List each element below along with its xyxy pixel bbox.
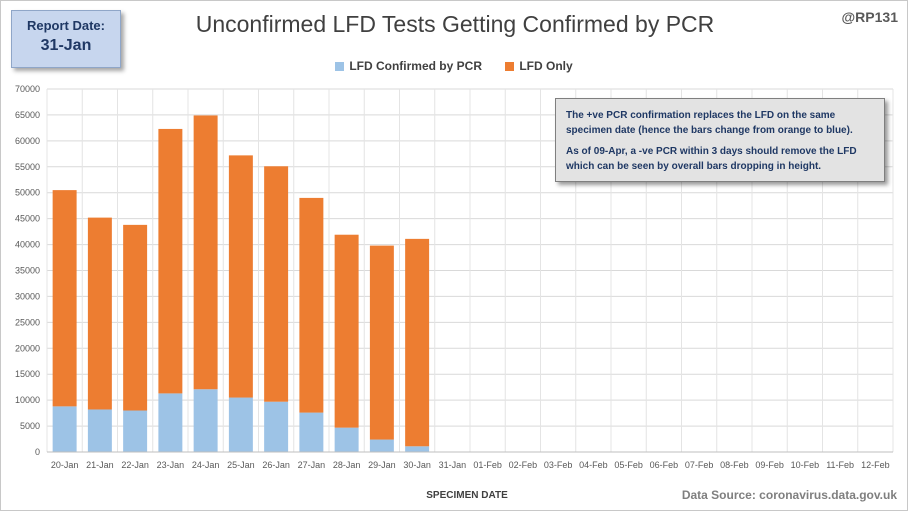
y-tick-label: 25000 bbox=[15, 317, 40, 327]
bar-lfd-only bbox=[369, 245, 394, 440]
bar-lfd-only bbox=[299, 197, 324, 413]
y-tick-label: 45000 bbox=[15, 214, 40, 224]
report-date-value: 31-Jan bbox=[40, 37, 92, 54]
x-tick-label: 05-Feb bbox=[614, 460, 643, 470]
bar-lfd-only bbox=[193, 115, 218, 390]
x-tick-label: 09-Feb bbox=[755, 460, 784, 470]
y-tick-label: 65000 bbox=[15, 110, 40, 120]
x-tick-label: 28-Jan bbox=[333, 460, 361, 470]
bar-confirmed bbox=[228, 397, 253, 452]
bar-confirmed bbox=[299, 412, 324, 452]
legend-item-lfd-only: LFD Only bbox=[505, 59, 573, 73]
y-tick-label: 70000 bbox=[15, 84, 40, 94]
bars bbox=[52, 115, 430, 452]
bar-lfd-only bbox=[158, 128, 183, 394]
annotation-line-1: The +ve PCR confirmation replaces the LF… bbox=[566, 110, 853, 136]
bar-confirmed bbox=[264, 401, 289, 452]
x-tick-label: 27-Jan bbox=[298, 460, 326, 470]
bar-lfd-only bbox=[264, 166, 289, 402]
bar-lfd-only bbox=[228, 155, 253, 398]
axes: 0 5000 10000 15000 20000 25000 30000 35000 40000… bbox=[15, 84, 893, 470]
y-tick-label: 40000 bbox=[15, 240, 40, 250]
x-tick-label: 24-Jan bbox=[192, 460, 220, 470]
y-tick-label: 60000 bbox=[15, 136, 40, 146]
legend-swatch-lfd-only bbox=[505, 61, 515, 71]
legend-label-confirmed: LFD Confirmed by PCR bbox=[349, 59, 482, 73]
x-axis-title: SPECIMEN DATE bbox=[426, 490, 508, 501]
data-source: Data Source: coronavirus.data.gov.uk bbox=[681, 488, 897, 502]
y-tick-label: 0 bbox=[35, 447, 40, 457]
x-tick-label: 29-Jan bbox=[368, 460, 396, 470]
report-date-box: Report Date: 31-Jan bbox=[11, 10, 121, 68]
x-tick-label: 12-Feb bbox=[861, 460, 890, 470]
x-tick-label: 31-Jan bbox=[439, 460, 467, 470]
x-tick-label: 23-Jan bbox=[157, 460, 185, 470]
bar-lfd-only bbox=[123, 224, 148, 411]
x-tick-label: 01-Feb bbox=[473, 460, 502, 470]
chart-title: Unconfirmed LFD Tests Getting Confirmed … bbox=[195, 11, 715, 37]
x-tick-label: 20-Jan bbox=[51, 460, 79, 470]
x-tick-label: 10-Feb bbox=[791, 460, 820, 470]
legend-label-lfd-only: LFD Only bbox=[519, 59, 573, 73]
legend-item-confirmed: LFD Confirmed by PCR bbox=[335, 59, 482, 73]
y-tick-label: 15000 bbox=[15, 369, 40, 379]
bar-confirmed bbox=[158, 393, 183, 452]
y-tick-label: 5000 bbox=[20, 421, 40, 431]
bar-lfd-only bbox=[334, 234, 359, 428]
bar-confirmed bbox=[193, 389, 218, 452]
y-tick-label: 10000 bbox=[15, 395, 40, 405]
x-tick-label: 26-Jan bbox=[262, 460, 290, 470]
bar-confirmed bbox=[87, 409, 112, 452]
x-tick-label: 30-Jan bbox=[403, 460, 431, 470]
x-tick-label: 21-Jan bbox=[86, 460, 114, 470]
bar-lfd-only bbox=[87, 217, 112, 410]
bar-confirmed bbox=[123, 410, 148, 452]
author-handle: @RP131 bbox=[841, 9, 898, 25]
y-tick-label: 20000 bbox=[15, 343, 40, 353]
bar-confirmed bbox=[405, 446, 430, 452]
x-tick-label: 02-Feb bbox=[509, 460, 538, 470]
x-tick-label: 08-Feb bbox=[720, 460, 749, 470]
x-tick-label: 22-Jan bbox=[121, 460, 149, 470]
y-tick-label: 30000 bbox=[15, 291, 40, 301]
x-tick-label: 04-Feb bbox=[579, 460, 608, 470]
x-tick-label: 06-Feb bbox=[650, 460, 679, 470]
y-tick-label: 35000 bbox=[15, 266, 40, 276]
bar-confirmed bbox=[369, 439, 394, 452]
bar-confirmed bbox=[334, 427, 359, 452]
bar-lfd-only bbox=[405, 238, 430, 447]
legend: LFD Confirmed by PCR LFD Only bbox=[0, 59, 908, 74]
annotation-line-2: As of 09-Apr, a -ve PCR within 3 days sh… bbox=[566, 146, 857, 172]
bar-lfd-only bbox=[52, 190, 77, 407]
bar-confirmed bbox=[52, 406, 77, 452]
report-date-label: Report Date: bbox=[26, 18, 105, 33]
annotation-box: The +ve PCR confirmation replaces the LF… bbox=[555, 98, 885, 182]
legend-swatch-confirmed bbox=[335, 61, 345, 71]
x-tick-label: 11-Feb bbox=[826, 460, 854, 470]
y-tick-label: 55000 bbox=[15, 162, 40, 172]
x-tick-label: 07-Feb bbox=[685, 460, 714, 470]
x-tick-label: 25-Jan bbox=[227, 460, 255, 470]
x-tick-label: 03-Feb bbox=[544, 460, 573, 470]
y-tick-label: 50000 bbox=[15, 188, 40, 198]
